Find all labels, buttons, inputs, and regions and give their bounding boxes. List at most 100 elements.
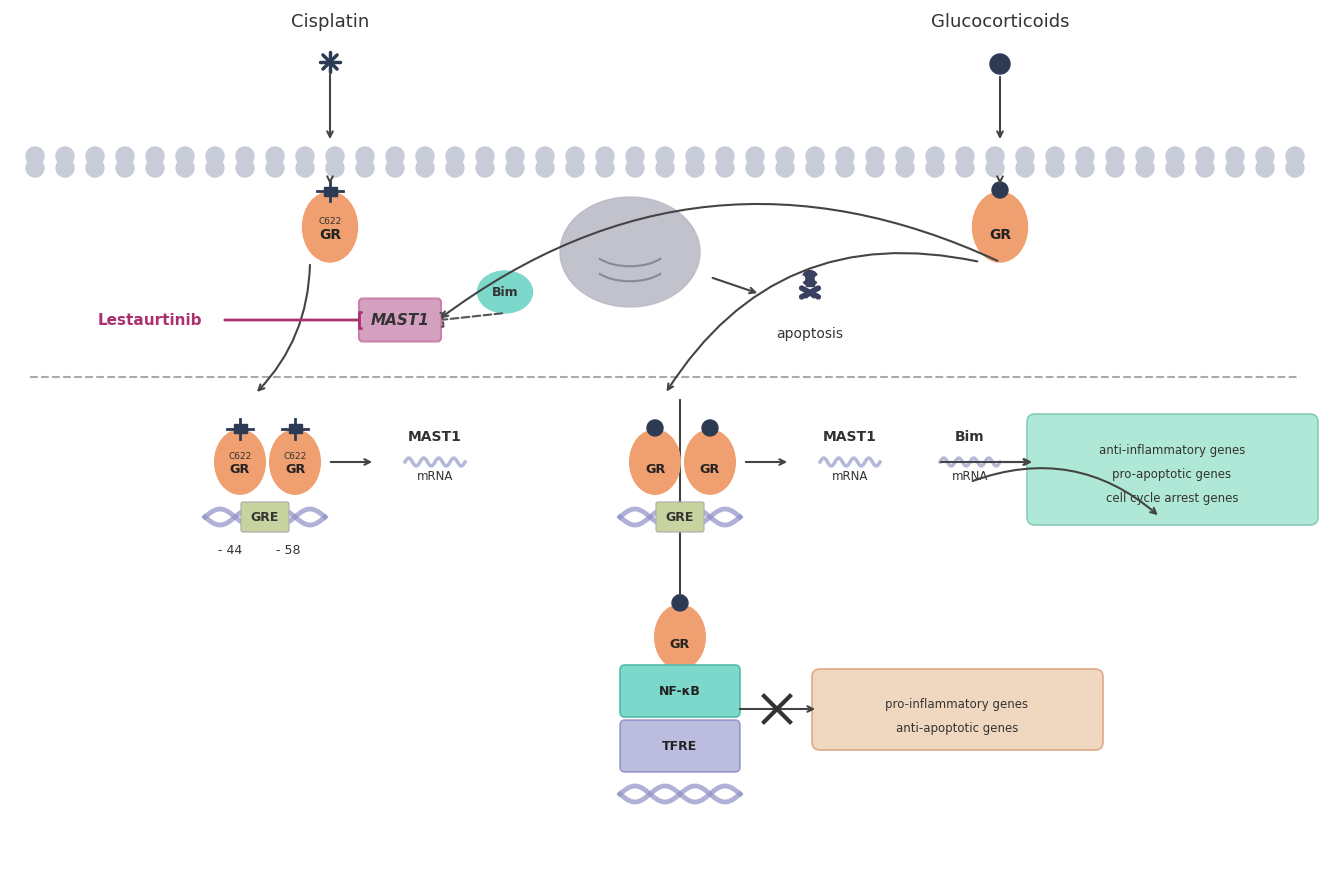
Circle shape xyxy=(896,147,914,165)
Text: - 44: - 44 xyxy=(218,543,242,556)
Text: anti-inflammatory genes: anti-inflammatory genes xyxy=(1099,444,1245,457)
Bar xyxy=(60,152,70,168)
Bar xyxy=(600,152,610,168)
Circle shape xyxy=(176,159,195,177)
Circle shape xyxy=(1256,147,1274,165)
Ellipse shape xyxy=(654,605,706,669)
Circle shape xyxy=(207,159,224,177)
Ellipse shape xyxy=(630,430,681,494)
Ellipse shape xyxy=(214,430,265,494)
Circle shape xyxy=(146,147,164,165)
Bar xyxy=(600,156,610,172)
Circle shape xyxy=(800,276,805,282)
Bar xyxy=(180,156,191,172)
Bar xyxy=(1050,156,1061,172)
Circle shape xyxy=(716,147,733,165)
Bar xyxy=(420,152,430,168)
Text: GR: GR xyxy=(645,463,665,476)
Bar xyxy=(60,156,70,172)
Text: pro-inflammatory genes: pro-inflammatory genes xyxy=(886,698,1029,711)
Bar xyxy=(211,152,220,168)
Circle shape xyxy=(86,147,105,165)
Circle shape xyxy=(266,147,285,165)
Bar xyxy=(571,152,580,168)
FancyBboxPatch shape xyxy=(241,502,289,532)
Text: - 58: - 58 xyxy=(275,543,301,556)
Circle shape xyxy=(266,159,285,177)
Circle shape xyxy=(236,147,254,165)
Bar xyxy=(720,156,730,172)
Bar xyxy=(481,156,490,172)
Ellipse shape xyxy=(478,271,532,313)
Bar xyxy=(450,152,459,168)
Bar xyxy=(630,156,639,172)
Circle shape xyxy=(1046,159,1064,177)
Circle shape xyxy=(1226,159,1245,177)
Circle shape xyxy=(986,159,1004,177)
Bar xyxy=(1200,152,1210,168)
Circle shape xyxy=(1136,159,1155,177)
Circle shape xyxy=(702,420,718,436)
Circle shape xyxy=(806,159,824,177)
Circle shape xyxy=(297,147,314,165)
Circle shape xyxy=(477,147,494,165)
Bar xyxy=(510,156,520,172)
Circle shape xyxy=(776,159,794,177)
Text: mRNA: mRNA xyxy=(831,469,869,482)
Bar xyxy=(1290,156,1300,172)
Circle shape xyxy=(806,147,824,165)
Ellipse shape xyxy=(270,430,320,494)
Bar xyxy=(391,156,400,172)
Circle shape xyxy=(896,159,914,177)
Circle shape xyxy=(86,159,105,177)
Text: MAST1: MAST1 xyxy=(371,312,429,328)
Circle shape xyxy=(1106,159,1124,177)
FancyBboxPatch shape xyxy=(1027,414,1317,525)
Bar xyxy=(211,156,220,172)
Circle shape xyxy=(1286,147,1304,165)
Bar xyxy=(540,156,549,172)
Bar xyxy=(749,156,760,172)
Bar xyxy=(1080,152,1090,168)
Circle shape xyxy=(477,159,494,177)
Circle shape xyxy=(626,159,643,177)
Bar xyxy=(420,156,430,172)
Bar xyxy=(90,152,101,168)
Bar xyxy=(391,152,400,168)
Circle shape xyxy=(1016,147,1034,165)
Text: apoptosis: apoptosis xyxy=(776,327,843,341)
Circle shape xyxy=(536,147,553,165)
Circle shape xyxy=(992,182,1008,198)
Bar xyxy=(1290,152,1300,168)
Bar xyxy=(1230,152,1241,168)
Bar xyxy=(690,156,700,172)
Circle shape xyxy=(117,159,134,177)
Ellipse shape xyxy=(973,192,1027,262)
FancyBboxPatch shape xyxy=(620,720,740,772)
FancyBboxPatch shape xyxy=(620,665,740,717)
Text: GR: GR xyxy=(700,463,720,476)
Ellipse shape xyxy=(802,270,818,286)
Bar xyxy=(289,424,302,433)
Bar xyxy=(1110,156,1120,172)
Circle shape xyxy=(1166,147,1184,165)
Circle shape xyxy=(647,420,663,436)
Bar xyxy=(240,152,250,168)
Text: GR: GR xyxy=(285,463,305,476)
Text: anti-apoptotic genes: anti-apoptotic genes xyxy=(896,721,1018,734)
Bar xyxy=(270,152,279,168)
Bar xyxy=(900,152,910,168)
Circle shape xyxy=(925,159,944,177)
Bar xyxy=(929,156,940,172)
Ellipse shape xyxy=(685,430,735,494)
Circle shape xyxy=(356,147,373,165)
Bar xyxy=(323,187,336,196)
Bar xyxy=(960,152,970,168)
Circle shape xyxy=(1196,159,1214,177)
Bar xyxy=(990,152,1000,168)
Text: cell cycle arrest genes: cell cycle arrest genes xyxy=(1106,492,1238,505)
Text: Cisplatin: Cisplatin xyxy=(291,13,369,31)
Text: GRE: GRE xyxy=(666,510,694,523)
Bar xyxy=(360,152,369,168)
Bar xyxy=(1170,156,1180,172)
